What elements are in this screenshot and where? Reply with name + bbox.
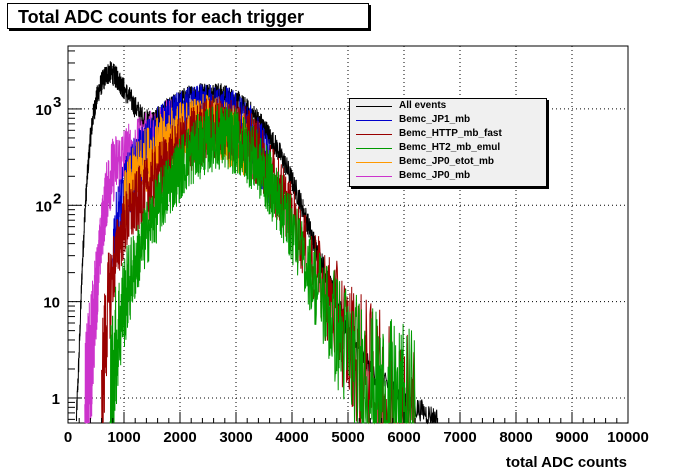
legend-entry-all-events: All events: [350, 100, 546, 114]
x-tick-label: 2000: [163, 429, 196, 446]
y-tick-label: 10: [35, 198, 52, 215]
legend-swatch-http: [356, 134, 392, 135]
y-tick-label: 1: [52, 391, 60, 408]
y-tick-exponent: 2: [53, 190, 61, 207]
x-tick-label: 5000: [331, 429, 364, 446]
legend-entry-http: Bemc_HTTP_mb_fast: [350, 128, 546, 142]
legend-swatch-jp0-etot: [356, 162, 392, 163]
legend-swatch-jp0: [356, 176, 392, 177]
x-axis-title: total ADC counts: [506, 454, 627, 471]
series-line-bemc-ht2-mb-emul: [109, 105, 416, 424]
legend-entry-jp1: Bemc_JP1_mb: [350, 114, 546, 128]
y-tick-label: 10: [43, 295, 60, 312]
legend-label-all-events: All events: [399, 100, 447, 111]
legend-label-jp1: Bemc_JP1_mb: [399, 114, 471, 125]
legend: All events Bemc_JP1_mb Bemc_HTTP_mb_fast…: [349, 98, 547, 187]
chart-title-box: Total ADC counts for each trigger: [7, 3, 369, 29]
y-tick-exponent: 3: [53, 94, 61, 111]
legend-swatch-jp1: [356, 120, 392, 121]
legend-swatch-all-events: [356, 106, 392, 107]
x-tick-label: 8000: [499, 429, 532, 446]
legend-label-jp0: Bemc_JP0_mb: [399, 170, 471, 181]
legend-entry-jp0-etot: Bemc_JP0_etot_mb: [350, 156, 546, 170]
legend-label-http: Bemc_HTTP_mb_fast: [399, 128, 502, 139]
legend-swatch-ht2: [356, 148, 392, 149]
x-tick-label: 4000: [275, 429, 308, 446]
chart-title: Total ADC counts for each trigger: [18, 7, 305, 27]
legend-entry-ht2: Bemc_HT2_mb_emul: [350, 142, 546, 156]
y-tick-label: 10: [35, 102, 52, 119]
x-tick-label: 0: [64, 429, 72, 446]
x-tick-label: 7000: [443, 429, 476, 446]
x-tick-label: 9000: [555, 429, 588, 446]
x-tick-label: 6000: [387, 429, 420, 446]
legend-entry-jp0: Bemc_JP0_mb: [350, 170, 546, 184]
axes: 0 1000 2000 3000 4000 5000 6000 7000 8000 9000 100…: [35, 50, 649, 446]
x-tick-label: 10000: [607, 429, 649, 446]
series-group: [75, 61, 439, 425]
x-tick-label: 1000: [107, 429, 140, 446]
x-tick-label: 3000: [219, 429, 252, 446]
legend-label-jp0-etot: Bemc_JP0_etot_mb: [399, 156, 495, 167]
legend-label-ht2: Bemc_HT2_mb_emul: [399, 142, 501, 153]
